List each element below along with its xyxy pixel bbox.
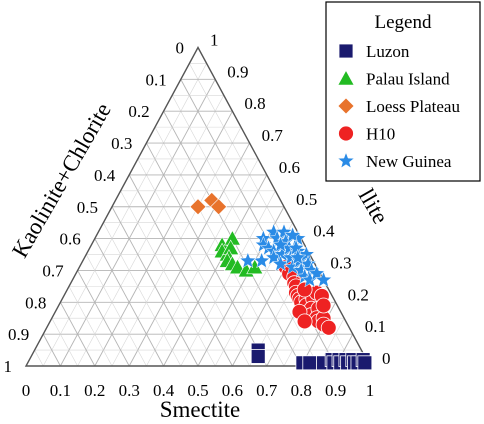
point-new-guinea [239, 251, 257, 269]
grid-line [137, 158, 250, 367]
right-axis-title: llite [354, 185, 394, 228]
legend-marker-loess-plateau [337, 97, 355, 115]
right-tick-label: 0 [382, 349, 391, 368]
series-palau-island [213, 229, 264, 278]
legend-label-h10: H10 [366, 125, 395, 144]
grid-line [171, 95, 319, 367]
point-new-guinea [289, 248, 307, 266]
grid-line [180, 190, 276, 367]
left-tick-label: 0.6 [60, 230, 81, 249]
legend-box [325, 1, 481, 182]
legend-entries: Luzon Palau Island Loess Plateau H10 New Gui… [337, 42, 460, 171]
bottom-tick-label: 0 [22, 381, 31, 400]
grid-line [42, 333, 61, 367]
bottom-tick-label: 0.1 [50, 381, 71, 400]
point-palau-island [229, 258, 247, 275]
point-luzon [250, 349, 266, 364]
left-tick-label: 0.5 [77, 198, 98, 217]
point-luzon [357, 355, 373, 371]
bottom-axis-title: Smectite [160, 397, 240, 422]
grid-line [103, 222, 182, 367]
point-h10 [315, 297, 332, 314]
grid-line [68, 286, 113, 367]
point-h10 [320, 319, 337, 336]
point-new-guinea [314, 270, 333, 288]
left-tick-label: 0.2 [128, 102, 149, 121]
right-tick-label: 0.5 [296, 190, 317, 209]
grid-line [197, 206, 285, 367]
left-tick-label: 1 [4, 357, 13, 376]
grid-line [77, 270, 130, 367]
left-tick-label: 0 [176, 39, 185, 58]
right-tick-label: 0.1 [365, 317, 386, 336]
bottom-tick-label: 0.5 [187, 381, 208, 400]
point-new-guinea [271, 235, 290, 253]
grid-line [146, 158, 259, 367]
legend-label-luzon: Luzon [366, 42, 410, 61]
legend-label-loess-plateau: Loess Plateau [366, 97, 460, 116]
grid-line [111, 126, 242, 367]
legend-marker-luzon [338, 43, 354, 59]
grid-line [85, 254, 147, 367]
left-tick-label: 0.1 [146, 70, 167, 89]
right-tick-label: 0.3 [330, 253, 351, 272]
legend-title: Legend [375, 12, 432, 33]
grid-line [94, 238, 164, 367]
legend-marker-new-guinea [337, 151, 355, 169]
grid-line [111, 206, 199, 367]
right-tick-label: 0.7 [262, 126, 284, 145]
right-tick-label: 0.9 [227, 62, 248, 81]
data-points [189, 191, 373, 371]
right-tick-label: 0.2 [348, 285, 369, 304]
bottom-tick-label: 0.7 [256, 381, 278, 400]
grid-line [120, 190, 216, 367]
point-h10 [296, 281, 313, 298]
legend-marker-palau-island [337, 69, 355, 86]
left-tick-label: 0.3 [111, 134, 132, 153]
bottom-tick-label: 0.3 [119, 381, 140, 400]
right-tick-label: 0.4 [313, 222, 335, 241]
series-new-guinea [239, 223, 333, 288]
point-luzon [302, 355, 318, 371]
point-loess-plateau [210, 198, 228, 216]
grid-line [34, 349, 44, 367]
bottom-tick-label: 0.8 [291, 381, 312, 400]
grid-line [51, 318, 78, 367]
triangle-frame [24, 46, 372, 367]
grid-line [77, 95, 225, 367]
legend-label-palau-island: Palau Island [366, 70, 450, 89]
series-loess-plateau [189, 191, 228, 216]
legend-label-new-guinea: New Guinea [366, 152, 452, 171]
point-h10 [296, 313, 313, 330]
point-new-guinea [275, 223, 293, 240]
grid-line [60, 302, 96, 367]
bottom-tick-label: 0.9 [325, 381, 346, 400]
triangle-outline [24, 46, 372, 367]
bottom-tick-label: 0.2 [84, 381, 105, 400]
series-luzon [250, 342, 373, 371]
grid-line [42, 63, 207, 367]
right-tick-label: 0.8 [244, 94, 265, 113]
point-new-guinea [283, 226, 302, 243]
point-loess-plateau [189, 198, 207, 216]
legend-marker-h10 [338, 125, 354, 142]
bottom-tick-label: 0.6 [222, 381, 243, 400]
left-tick-label: 0.9 [8, 325, 29, 344]
point-new-guinea [287, 238, 305, 256]
grid-line [300, 302, 336, 367]
left-tick-label: 0.4 [94, 166, 116, 185]
bottom-tick-label: 0.4 [153, 381, 175, 400]
left-tick-label: 0.7 [42, 261, 64, 280]
right-tick-label: 1 [210, 31, 219, 50]
tick-labels: 0 0 0 0.1 0.1 0.1 0.2 0.2 0.2 0.3 0.3 0.3 0.4 0.4 0.4 0… [4, 31, 391, 401]
left-tick-label: 0.8 [25, 293, 46, 312]
series-h10 [277, 259, 337, 336]
legend: Legend Luzon Palau Island Loess Plateau H10… [325, 1, 481, 182]
right-tick-label: 0.6 [279, 158, 300, 177]
bottom-tick-label: 1 [366, 381, 375, 400]
